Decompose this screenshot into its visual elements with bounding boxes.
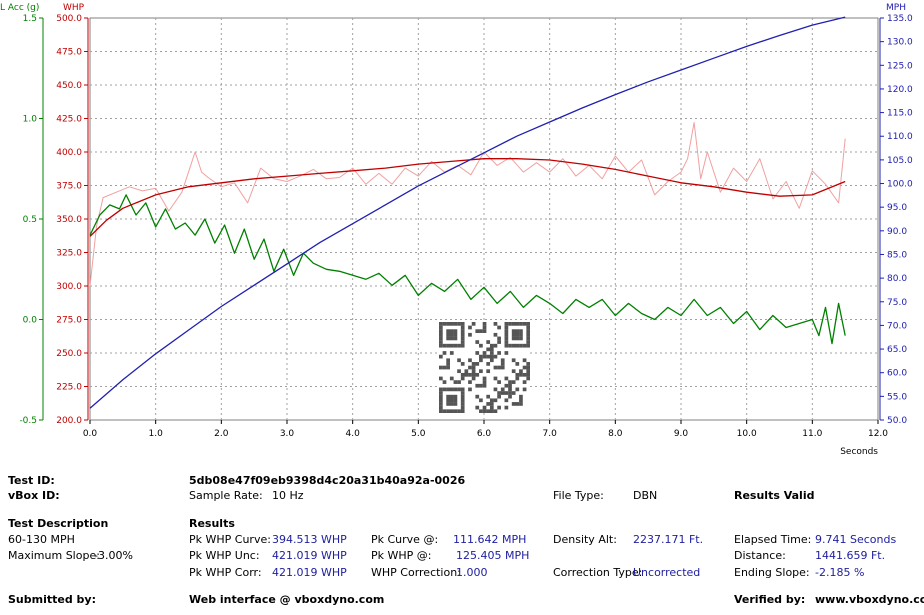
x-tick-label: 6.0 <box>477 429 492 439</box>
distance-label: Distance: <box>734 549 786 562</box>
test-desc-label: Test Description <box>8 517 109 530</box>
mph-tick-label: 70.0 <box>887 321 907 331</box>
whp-correction-label: WHP Correction: <box>371 566 461 579</box>
whp-tick-label: 350.0 <box>56 215 82 225</box>
density-alt-value: 2237.171 Ft. <box>633 533 704 546</box>
mph-tick-label: 120.0 <box>887 85 913 95</box>
pk-whp-curve-value: 394.513 WHP <box>272 533 347 546</box>
lacc-tick-label: 1.0 <box>23 115 38 125</box>
pk-whp-unc-label: Pk WHP Unc: <box>189 549 260 562</box>
whp-tick-label: 425.0 <box>56 115 82 125</box>
x-tick-label: 10.0 <box>737 429 757 439</box>
qr-code-icon <box>439 322 530 413</box>
x-tick-label: 1.0 <box>149 429 164 439</box>
mph-tick-label: 60.0 <box>887 369 907 379</box>
whp-correction-value: 1.000 <box>456 566 488 579</box>
whp-axis-label: WHP <box>63 3 85 13</box>
whp-tick-label: 325.0 <box>56 249 82 259</box>
whp-tick-label: 250.0 <box>56 349 82 359</box>
file-type-label: File Type: <box>553 489 604 502</box>
pk-whp-curve-label: Pk WHP Curve: <box>189 533 271 546</box>
whp-tick-label: 500.0 <box>56 14 82 24</box>
x-tick-label: 8.0 <box>608 429 623 439</box>
mph-tick-label: 80.0 <box>887 274 907 284</box>
web-interface-link[interactable]: Web interface @ vboxdyno.com <box>189 593 385 606</box>
mph-axis-label: MPH <box>886 3 906 13</box>
lacc-tick-label: 1.5 <box>23 14 37 24</box>
x-tick-label: 4.0 <box>346 429 361 439</box>
verified-by-value[interactable]: www.vboxdyno.com <box>815 593 924 606</box>
whp-tick-label: 450.0 <box>56 81 82 91</box>
mph-tick-label: 75.0 <box>887 298 907 308</box>
mph-tick-label: 85.0 <box>887 250 907 260</box>
ending-slope-value: -2.185 % <box>815 566 865 579</box>
max-slope-value: -3.00% <box>94 549 133 562</box>
pk-curve-at-label: Pk Curve @: <box>371 533 439 546</box>
series-line-whp-2 <box>89 122 846 287</box>
results-label: Results <box>189 517 235 530</box>
vbox-id-label: vBox ID: <box>8 489 60 502</box>
pk-whp-corr-label: Pk WHP Corr: <box>189 566 262 579</box>
pk-whp-at-label: Pk WHP @: <box>371 549 432 562</box>
sample-rate-label: Sample Rate: <box>189 489 263 502</box>
test-desc-value: 60-130 MPH <box>8 533 75 546</box>
elapsed-time-label: Elapsed Time: <box>734 533 812 546</box>
mph-tick-label: 115.0 <box>887 109 913 119</box>
whp-tick-label: 200.0 <box>56 416 82 426</box>
test-id-value: 5db08e47f09eb9398d4c20a31b40a92a-0026 <box>189 474 466 487</box>
mph-tick-label: 90.0 <box>887 227 907 237</box>
whp-tick-label: 275.0 <box>56 316 82 326</box>
whp-tick-label: 375.0 <box>56 182 82 192</box>
mph-tick-label: 65.0 <box>887 345 907 355</box>
x-tick-label: 9.0 <box>674 429 689 439</box>
max-slope-label: Maximum Slope: <box>8 549 100 562</box>
whp-tick-label: 475.0 <box>56 48 82 58</box>
x-tick-label: 11.0 <box>802 429 822 439</box>
lacc-tick-label: -0.5 <box>19 416 37 426</box>
sample-rate-value: 10 Hz <box>272 489 304 502</box>
whp-tick-label: 225.0 <box>56 383 82 393</box>
series-line-lacc-3 <box>89 194 846 345</box>
mph-tick-label: 135.0 <box>887 14 913 24</box>
mph-tick-label: 110.0 <box>887 132 913 142</box>
x-tick-label: 0.0 <box>83 429 98 439</box>
results-valid: Results Valid <box>734 489 815 502</box>
test-id-label: Test ID: <box>8 474 55 487</box>
pk-curve-at-value: 111.642 MPH <box>453 533 527 546</box>
series-line-whp-1 <box>89 158 846 237</box>
file-type-value: DBN <box>633 489 658 502</box>
x-tick-label: 7.0 <box>543 429 558 439</box>
mph-tick-label: 55.0 <box>887 392 907 402</box>
x-tick-label: 5.0 <box>411 429 426 439</box>
series-line-mph-0 <box>89 16 846 409</box>
submitted-by-label: Submitted by: <box>8 593 96 606</box>
lacc-tick-label: 0.5 <box>23 215 37 225</box>
x-tick-label: 2.0 <box>214 429 229 439</box>
x-tick-label: 3.0 <box>280 429 295 439</box>
x-axis-label: Seconds <box>840 447 878 457</box>
elapsed-time-value: 9.741 Seconds <box>815 533 897 546</box>
pk-whp-at-value: 125.405 MPH <box>456 549 530 562</box>
correction-type-value: Uncorrected <box>633 566 701 579</box>
mph-tick-label: 130.0 <box>887 38 913 48</box>
ending-slope-label: Ending Slope: <box>734 566 810 579</box>
mph-tick-label: 125.0 <box>887 61 913 71</box>
mph-tick-label: 105.0 <box>887 156 913 166</box>
x-tick-label: 12.0 <box>868 429 888 439</box>
lacc-axis-label: L Acc (g) <box>0 3 39 13</box>
mph-tick-label: 95.0 <box>887 203 907 213</box>
lacc-tick-label: 0.0 <box>23 316 38 326</box>
whp-tick-label: 400.0 <box>56 148 82 158</box>
pk-whp-corr-value: 421.019 WHP <box>272 566 347 579</box>
verified-by-label: Verified by: <box>734 593 806 606</box>
mph-tick-label: 100.0 <box>887 180 913 190</box>
density-alt-label: Density Alt: <box>553 533 617 546</box>
distance-value: 1441.659 Ft. <box>815 549 886 562</box>
correction-type-label: Correction Type: <box>553 566 643 579</box>
mph-tick-label: 50.0 <box>887 416 907 426</box>
whp-tick-label: 300.0 <box>56 282 82 292</box>
pk-whp-unc-value: 421.019 WHP <box>272 549 347 562</box>
